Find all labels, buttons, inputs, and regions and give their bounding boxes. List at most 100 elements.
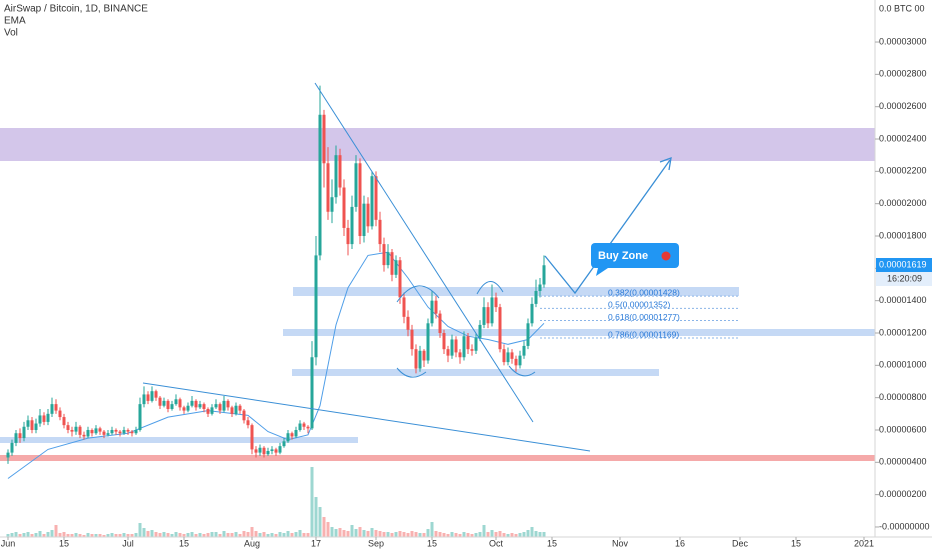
volume-bar — [410, 531, 414, 537]
candle-body — [418, 350, 422, 369]
volume-bar — [306, 533, 310, 537]
volume-bar — [262, 532, 266, 537]
level-band — [0, 437, 358, 443]
candle-body — [402, 297, 406, 317]
candle-body — [494, 297, 498, 308]
volume-bar — [114, 534, 118, 537]
candle-body — [498, 307, 502, 350]
volume-bar — [246, 532, 250, 537]
candle-body — [394, 260, 398, 275]
candle-body — [238, 405, 242, 411]
volume-bar — [174, 532, 178, 537]
candle-body — [250, 425, 254, 450]
candle-body — [42, 415, 46, 422]
volume-bar — [534, 531, 538, 537]
volume-bar — [466, 533, 470, 537]
candle-body — [46, 413, 50, 422]
candle-body — [446, 349, 450, 356]
candle-body — [102, 431, 106, 435]
volume-bar — [30, 534, 34, 537]
volume-bar — [222, 531, 226, 537]
last-price-label: 0.00001619 — [879, 259, 927, 269]
candle-body — [106, 433, 110, 435]
candle-body — [242, 410, 246, 421]
volume-bar — [418, 533, 422, 537]
candle-body — [326, 163, 330, 212]
volume-bar — [170, 534, 174, 537]
level-band — [283, 329, 875, 336]
candle-body — [334, 155, 338, 198]
volume-bar — [398, 531, 402, 537]
candle-body — [298, 423, 302, 430]
candle-body — [378, 219, 382, 245]
last-price-box — [876, 258, 932, 272]
arrow-head — [659, 157, 672, 171]
volume-bar — [130, 534, 134, 537]
indicator-label: Vol — [4, 28, 18, 39]
volume-bar — [210, 532, 214, 537]
volume-bar — [334, 529, 338, 537]
candle-body — [18, 433, 22, 439]
volume-bar — [94, 534, 98, 537]
candle-body — [414, 349, 418, 369]
volume-bar — [158, 533, 162, 537]
level-band — [292, 369, 659, 376]
resistance-zone — [0, 128, 875, 161]
candle-body — [78, 426, 82, 435]
candle-body — [30, 420, 34, 430]
candle-body — [182, 407, 186, 411]
candle-body — [390, 252, 394, 275]
volume-bar — [6, 534, 10, 537]
candle-body — [150, 391, 154, 401]
volume-bar — [514, 534, 518, 537]
x-tick-label: Dec — [732, 538, 749, 548]
candle-body — [490, 297, 494, 324]
candle-body — [166, 400, 170, 409]
candle-body — [134, 429, 138, 434]
volume-bar — [518, 533, 522, 537]
volume-bar — [538, 532, 542, 537]
volume-bar — [206, 533, 210, 537]
volume-bar — [502, 533, 506, 537]
candle-body — [22, 426, 26, 439]
chart-title: AirSwap / Bitcoin, 1D, BINANCE — [4, 4, 148, 15]
candle-body — [534, 290, 538, 304]
volume-bar — [338, 528, 342, 537]
volume-bar — [186, 533, 190, 537]
candle-body — [290, 433, 294, 437]
volume-bar — [330, 527, 334, 537]
x-tick-label: 15 — [59, 538, 69, 548]
volume-bar — [166, 533, 170, 537]
x-tick-label: Nov — [612, 538, 629, 548]
volume-bar — [230, 533, 234, 537]
candle-body — [518, 355, 522, 366]
candle-body — [74, 426, 78, 432]
volume-bar — [314, 497, 318, 537]
volume-bar — [414, 532, 418, 537]
volume-bar — [470, 534, 474, 537]
candle-body — [58, 410, 62, 418]
candle-body — [354, 163, 358, 207]
candle-body — [450, 339, 454, 356]
volume-bar — [494, 532, 498, 537]
candle-body — [282, 441, 286, 447]
volume-bar — [430, 522, 434, 537]
volume-bar — [146, 531, 150, 537]
volume-bar — [202, 534, 206, 537]
candle-body — [318, 114, 322, 256]
volume-bar — [218, 534, 222, 537]
candle-body — [222, 400, 226, 411]
candle-body — [38, 415, 42, 424]
candle-body — [158, 397, 162, 406]
candle-body — [170, 404, 174, 409]
candle-body — [502, 349, 506, 363]
fib-label: 0.618(0.00001277) — [608, 312, 680, 322]
volume-bar — [302, 533, 306, 537]
y-tick-label: 0.00002600 — [879, 101, 927, 111]
candle-body — [154, 391, 158, 398]
volume-bar — [34, 533, 38, 537]
candle-body — [462, 336, 466, 358]
candle-body — [110, 429, 114, 434]
candle-body — [286, 433, 290, 442]
volume-bar — [442, 533, 446, 537]
